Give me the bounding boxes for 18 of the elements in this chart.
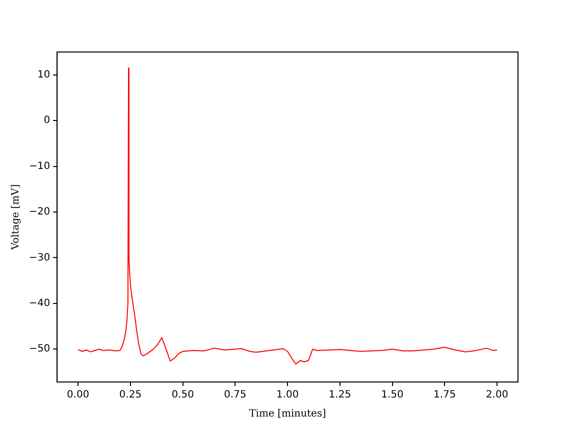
- x-tick-label: 0.75: [224, 390, 246, 401]
- y-tick-label: −40: [28, 298, 50, 309]
- x-tick-label: 1.25: [328, 390, 352, 401]
- y-axis-title: Voltage [mV]: [10, 184, 22, 251]
- x-tick-label: 2.00: [486, 390, 508, 401]
- y-tick-label: −10: [28, 160, 50, 172]
- x-axis-title: Time [minutes]: [249, 408, 326, 420]
- y-tick-label: 0: [44, 115, 50, 126]
- x-tick-label: 0.00: [66, 390, 90, 401]
- y-tick-label: −30: [28, 252, 50, 264]
- y-tick-label: 10: [37, 69, 50, 80]
- x-tick-label: 1.00: [276, 390, 299, 401]
- x-tick-label: 1.75: [434, 390, 456, 401]
- y-tick-label: −20: [28, 206, 50, 218]
- x-tick-label: 0.25: [119, 390, 142, 401]
- x-tick-label: 0.50: [172, 390, 194, 401]
- x-tick-label: 1.50: [381, 390, 404, 401]
- y-tick-label: −50: [28, 344, 50, 355]
